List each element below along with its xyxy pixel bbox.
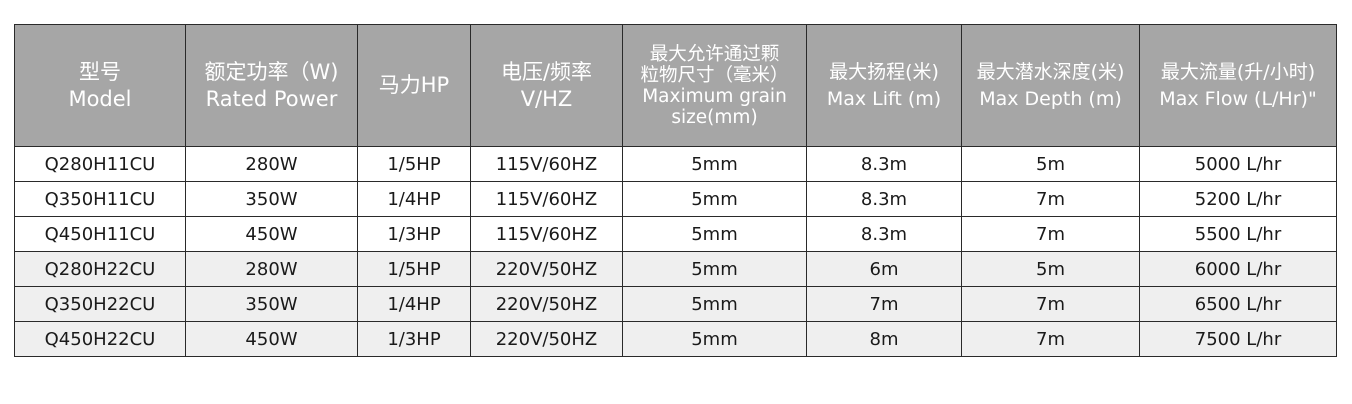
cell-max-depth: 5m — [961, 146, 1140, 182]
header-voltage-frequency: 电压/频率 V/HZ — [470, 24, 623, 147]
cell-voltage: 220V/50HZ — [470, 251, 623, 287]
cell-max-flow: 6000 L/hr — [1139, 251, 1337, 287]
header-max-flow-cn: 最大流量(升/小时) — [1160, 60, 1316, 83]
header-max-grain: 最大允许通过颗 粒物尺寸（毫米） Maximum grain size(mm) — [622, 24, 807, 147]
header-model: 型号 Model — [14, 24, 186, 147]
cell-max-flow: 5200 L/hr — [1139, 181, 1337, 217]
header-max-lift-cn: 最大扬程(米) — [829, 60, 939, 83]
cell-voltage: 115V/60HZ — [470, 216, 623, 252]
cell-max-grain: 5mm — [622, 146, 807, 182]
cell-max-flow: 6500 L/hr — [1139, 286, 1337, 322]
table-row: Q450H11CU 450W 1/3HP 115V/60HZ 5mm 8.3m … — [14, 216, 1337, 252]
header-rated-power-en: Rated Power — [205, 86, 338, 111]
table-row: Q350H22CU 350W 1/4HP 220V/50HZ 5mm 7m 7m… — [14, 286, 1337, 322]
cell-max-grain: 5mm — [622, 286, 807, 322]
table-row: Q350H11CU 350W 1/4HP 115V/60HZ 5mm 8.3m … — [14, 181, 1337, 217]
header-voltage-cn: 电压/频率 — [500, 59, 593, 84]
cell-model: Q350H11CU — [14, 181, 186, 217]
cell-model: Q450H11CU — [14, 216, 186, 252]
cell-max-depth: 7m — [961, 286, 1140, 322]
cell-voltage: 220V/50HZ — [470, 321, 623, 357]
cell-horsepower: 1/4HP — [357, 181, 471, 217]
cell-max-flow: 7500 L/hr — [1139, 321, 1337, 357]
cell-max-lift: 8m — [806, 321, 962, 357]
cell-rated-power: 350W — [185, 286, 358, 322]
cell-rated-power: 280W — [185, 251, 358, 287]
cell-max-depth: 7m — [961, 181, 1140, 217]
header-max-depth-en: Max Depth (m) — [979, 87, 1122, 110]
header-max-lift: 最大扬程(米) Max Lift (m) — [806, 24, 962, 147]
cell-voltage: 115V/60HZ — [470, 181, 623, 217]
header-max-lift-en: Max Lift (m) — [826, 87, 942, 110]
table-row: Q280H22CU 280W 1/5HP 220V/50HZ 5mm 6m 5m… — [14, 251, 1337, 287]
header-rated-power-cn: 额定功率（W) — [204, 59, 339, 84]
header-model-en: Model — [68, 86, 132, 111]
header-max-flow-en: Max Flow (L/Hr)" — [1159, 87, 1317, 110]
cell-max-grain: 5mm — [622, 216, 807, 252]
table-row: Q280H11CU 280W 1/5HP 115V/60HZ 5mm 8.3m … — [14, 146, 1337, 182]
cell-max-flow: 5000 L/hr — [1139, 146, 1337, 182]
cell-model: Q450H22CU — [14, 321, 186, 357]
header-max-grain-en-2: size(mm) — [671, 106, 758, 128]
pump-spec-table: 型号 Model 额定功率（W) Rated Power 马力HP 电压/频率 … — [14, 24, 1337, 357]
cell-voltage: 115V/60HZ — [470, 146, 623, 182]
header-horsepower: 马力HP — [357, 24, 471, 147]
cell-rated-power: 450W — [185, 216, 358, 252]
header-horsepower-label: 马力HP — [378, 73, 450, 97]
header-max-depth: 最大潜水深度(米) Max Depth (m) — [961, 24, 1140, 147]
cell-voltage: 220V/50HZ — [470, 286, 623, 322]
cell-horsepower: 1/5HP — [357, 146, 471, 182]
cell-max-depth: 7m — [961, 216, 1140, 252]
header-voltage-en: V/HZ — [520, 86, 573, 111]
cell-max-lift: 6m — [806, 251, 962, 287]
header-max-depth-cn: 最大潜水深度(米) — [976, 60, 1125, 83]
header-row: 型号 Model 额定功率（W) Rated Power 马力HP 电压/频率 … — [14, 24, 1337, 147]
cell-max-lift: 8.3m — [806, 181, 962, 217]
cell-max-lift: 8.3m — [806, 216, 962, 252]
cell-max-grain: 5mm — [622, 321, 807, 357]
header-max-grain-en-1: Maximum grain — [642, 85, 787, 107]
table-row: Q450H22CU 450W 1/3HP 220V/50HZ 5mm 8m 7m… — [14, 321, 1337, 357]
cell-model: Q280H22CU — [14, 251, 186, 287]
cell-max-lift: 8.3m — [806, 146, 962, 182]
cell-max-depth: 5m — [961, 251, 1140, 287]
cell-horsepower: 1/4HP — [357, 286, 471, 322]
header-max-grain-cn-1: 最大允许通过颗 — [649, 43, 780, 65]
cell-rated-power: 450W — [185, 321, 358, 357]
cell-max-flow: 5500 L/hr — [1139, 216, 1337, 252]
cell-max-grain: 5mm — [622, 181, 807, 217]
cell-max-depth: 7m — [961, 321, 1140, 357]
cell-max-grain: 5mm — [622, 251, 807, 287]
cell-horsepower: 1/5HP — [357, 251, 471, 287]
cell-horsepower: 1/3HP — [357, 321, 471, 357]
header-model-cn: 型号 — [79, 59, 121, 84]
header-rated-power: 额定功率（W) Rated Power — [185, 24, 358, 147]
cell-rated-power: 280W — [185, 146, 358, 182]
header-max-flow: 最大流量(升/小时) Max Flow (L/Hr)" — [1139, 24, 1337, 147]
cell-rated-power: 350W — [185, 181, 358, 217]
cell-model: Q350H22CU — [14, 286, 186, 322]
cell-horsepower: 1/3HP — [357, 216, 471, 252]
header-max-grain-cn-2: 粒物尺寸（毫米） — [640, 64, 789, 86]
cell-model: Q280H11CU — [14, 146, 186, 182]
cell-max-lift: 7m — [806, 286, 962, 322]
